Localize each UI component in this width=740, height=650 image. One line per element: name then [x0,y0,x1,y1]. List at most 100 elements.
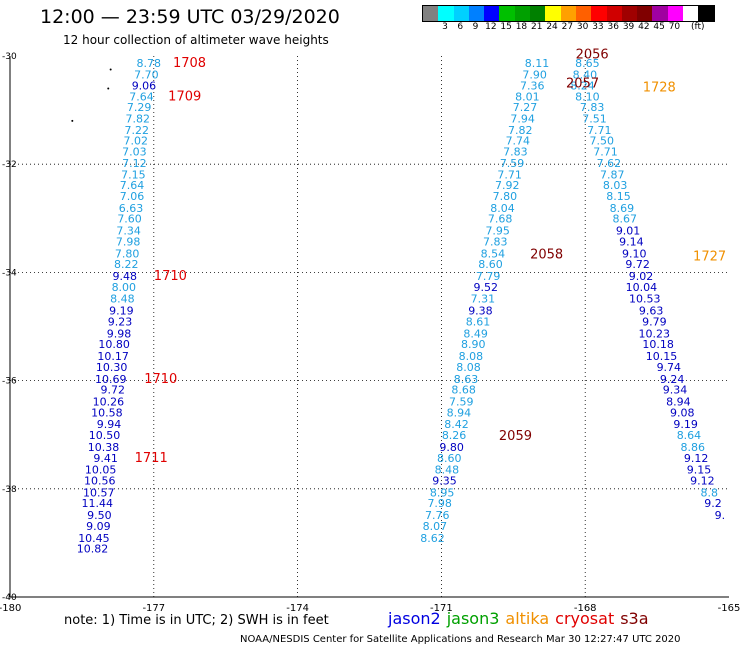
page-title: 12:00 — 23:59 UTC 03/29/2020 [40,6,340,28]
wave-height-value: 10.56 [84,474,116,487]
wave-height-value: 7.31 [471,293,496,306]
color-scale-label: 18 [515,22,528,32]
pass-time-label: 1708 [173,56,206,71]
wave-height-value: 9.50 [87,509,112,522]
wave-height-value: 8.94 [447,406,472,419]
wave-height-value: 7.64 [129,90,154,103]
wave-height-value: 9.35 [432,474,457,487]
wave-height-value: 8.54 [481,247,506,260]
color-scale-label: 42 [638,22,650,32]
wave-height-value: 10.23 [639,327,671,340]
wave-height-value: 9.12 [690,474,715,487]
wave-height-value: 7.27 [513,101,538,114]
pass-time-label: 1728 [643,81,676,96]
wave-height-value: 9.09 [86,520,111,533]
wave-height-value: 7.98 [427,497,452,510]
x-tick-label: -168 [574,603,597,614]
island-marker [107,87,110,90]
color-scale-label: 24 [546,22,558,32]
wave-height-value: 9.02 [629,270,654,283]
wave-height-value: 10.04 [626,281,658,294]
wave-height-value: 8.22 [114,258,139,271]
wave-height-value: 7.76 [425,509,450,522]
wave-height-value: 9.10 [622,247,647,260]
wave-height-value: 10.82 [77,543,109,556]
color-swatch [652,6,668,21]
wave-height-value: 8.94 [666,395,691,408]
wave-height-value: 7.70 [134,69,159,82]
wave-height-value: 7.74 [506,135,531,148]
wave-height-value: 7.83 [503,146,528,159]
wave-height-value: 7.60 [117,213,142,226]
wave-height-value: 10.69 [95,373,127,386]
pass-time-label: 2056 [576,48,609,63]
pass-time-label: 2058 [530,247,563,262]
color-scale-label: 27 [561,22,574,32]
wave-height-value: 10.15 [646,350,678,363]
wave-height-value: 7.71 [587,124,612,137]
color-scale-label: 21 [531,22,543,32]
wave-height-value: 7.02 [124,135,149,148]
pass-time-label: 2059 [499,429,532,444]
wave-height-value: 11.44 [82,497,114,510]
wave-height-value: 9.63 [639,305,664,318]
satellite-legend: jason2 jason3 altika cryosat s3a [388,609,655,628]
color-swatch [545,6,561,21]
wave-height-value: 8.60 [478,258,503,271]
pass-time-label: 1711 [135,451,168,466]
color-scale-label: 6 [457,22,464,32]
wave-height-value: 9.15 [687,464,712,477]
wave-height-value: 8.42 [444,418,469,431]
wave-height-value: 8.49 [463,327,488,340]
island-marker [71,119,74,122]
wave-height-value: 8.90 [461,338,486,351]
wave-height-value: 10.30 [96,361,128,374]
legend-entry-altika: altika [505,609,550,628]
wave-height-value: 7.95 [485,225,510,238]
wave-height-value: 9.94 [97,418,122,431]
wave-height-value: 8.48 [110,293,135,306]
wave-height-value: 7.29 [127,101,152,114]
wave-height-value: 9.72 [625,258,650,271]
wave-height-value: 7.36 [520,80,545,93]
color-swatch [637,6,653,21]
wave-height-value: 8.03 [603,179,628,192]
wave-height-value: 7.71 [497,168,522,181]
wave-height-value: 9.08 [670,406,695,419]
wave-height-value: 9.19 [673,418,698,431]
wave-height-value: 9.48 [113,270,138,283]
color-scale-label: 36 [607,22,619,32]
wave-height-value: 9.12 [684,452,709,465]
color-scale-label: 15 [500,22,512,32]
wave-height-value: 10.38 [88,441,120,454]
wave-height-value: 9.74 [657,361,682,374]
wave-height-value: 7.34 [116,225,141,238]
color-scale-label: 33 [592,22,604,32]
wave-height-value: 9.19 [109,305,134,318]
wave-height-value: 7.03 [122,146,147,159]
wave-height-value: 10.50 [89,429,121,442]
wave-height-value: 9.80 [439,441,464,454]
wave-height-value: 9.23 [108,315,133,328]
wave-height-value: 7.59 [500,157,525,170]
wave-height-value: 7.82 [508,124,533,137]
wave-height-value: 9.24 [660,373,685,386]
wave-height-value: 7.80 [493,190,518,203]
wave-height-value: 7.82 [125,113,150,126]
wave-height-value: 8.86 [681,441,706,454]
y-tick-label: -34 [2,268,17,278]
wave-height-value: 7.15 [121,168,146,181]
wave-height-value: 8.26 [442,429,467,442]
wave-height-value: 8.00 [112,281,137,294]
pass-time-label: 2057 [566,76,599,91]
color-swatch [423,6,439,21]
wave-height-value: 8.07 [423,520,448,533]
wave-height-value: 8.10 [575,90,600,103]
wave-height-value: 6.63 [119,202,144,215]
color-scale-label: 9 [472,22,479,32]
color-swatch [621,6,638,21]
color-swatch [667,6,684,21]
wave-height-value: 9.98 [107,327,132,340]
color-swatch [560,6,576,21]
color-swatch [530,6,546,21]
